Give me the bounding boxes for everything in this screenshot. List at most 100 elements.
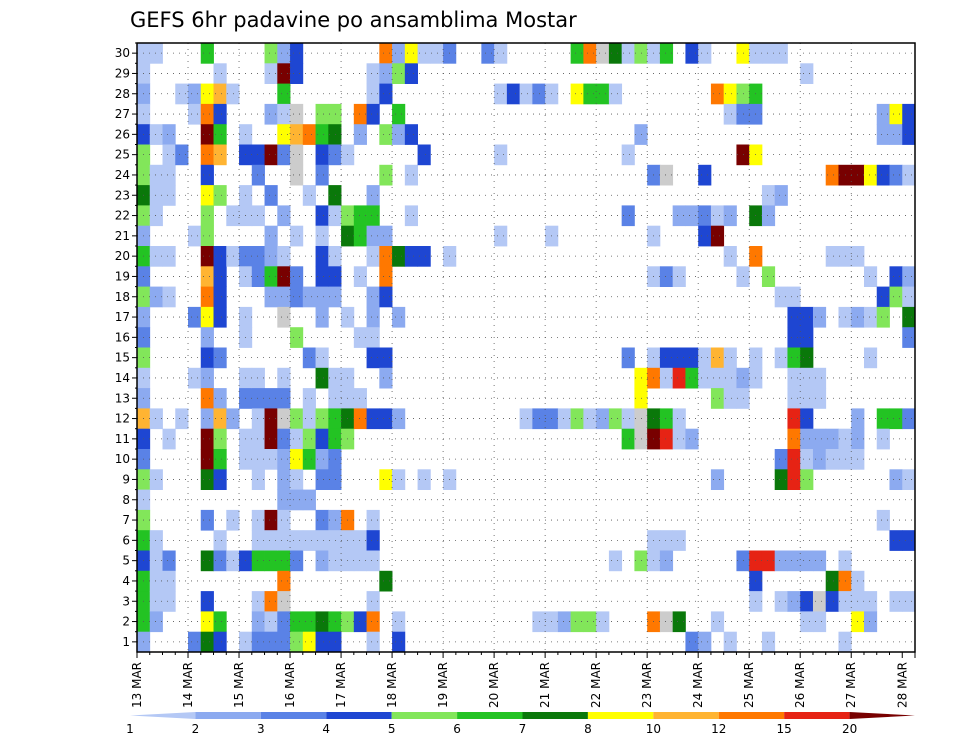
heatmap-cell	[417, 246, 431, 267]
heatmap-cell	[264, 266, 278, 287]
heatmap-cell	[659, 266, 674, 287]
heatmap-cell	[200, 225, 214, 247]
heatmap-cell	[876, 124, 890, 145]
heatmap-cell	[698, 164, 712, 186]
y-tick-label: 20	[115, 249, 130, 263]
heatmap-cell	[404, 205, 418, 227]
colorbar-swatch	[587, 712, 654, 719]
heatmap-cell	[392, 306, 406, 328]
heatmap-cell	[264, 144, 278, 166]
heatmap-cell	[366, 509, 380, 531]
heatmap-cell	[290, 63, 304, 84]
heatmap-cell	[328, 124, 342, 145]
y-tick-label: 26	[115, 127, 130, 141]
heatmap-cell	[251, 408, 265, 430]
colorbar-label: 6	[453, 722, 461, 736]
heatmap-cell	[277, 388, 291, 409]
heatmap-cell	[200, 449, 214, 470]
heatmap-cell	[290, 469, 304, 490]
heatmap-cell	[761, 205, 776, 227]
heatmap-cell	[264, 63, 278, 84]
heatmap-cell	[787, 449, 801, 470]
heatmap-cell	[328, 631, 342, 653]
heatmap-cell	[723, 205, 737, 227]
heatmap-cell	[902, 530, 916, 551]
heatmap-cell	[328, 509, 342, 531]
heatmap-cell	[863, 306, 878, 328]
heatmap-cell	[659, 347, 674, 369]
x-tick-label: 26 MAR	[793, 662, 807, 708]
heatmap-cell	[392, 246, 406, 267]
heatmap-cell	[634, 428, 648, 450]
heatmap-cell	[698, 631, 712, 653]
colorbar-label: 3	[257, 722, 265, 736]
heatmap-cell	[315, 428, 329, 450]
heatmap-cell	[251, 530, 265, 551]
heatmap-cell	[583, 611, 597, 633]
y-tick-label: 1	[122, 635, 130, 649]
heatmap-cell	[226, 509, 240, 531]
heatmap-cell	[659, 428, 674, 450]
colorbar-label: 10	[646, 722, 661, 736]
heatmap-cell	[200, 408, 214, 430]
heatmap-cell	[825, 449, 839, 470]
heatmap-cell	[672, 347, 686, 369]
heatmap-cell	[149, 611, 163, 633]
heatmap-cell	[175, 144, 189, 166]
heatmap-cell	[672, 428, 686, 450]
heatmap-cell	[596, 43, 610, 64]
heatmap-cell	[200, 246, 214, 267]
y-tick-label: 25	[115, 148, 130, 162]
heatmap-cell	[149, 185, 163, 206]
heatmap-cell	[634, 43, 648, 64]
heatmap-cell	[710, 367, 725, 389]
heatmap-cell	[213, 266, 227, 287]
heatmap-cell	[315, 449, 329, 470]
heatmap-cell	[366, 306, 380, 328]
heatmap-cell	[889, 124, 903, 145]
heatmap-cell	[302, 185, 316, 206]
y-tick-label: 15	[115, 351, 130, 365]
heatmap-cell	[404, 43, 418, 64]
heatmap-cell	[379, 347, 393, 369]
heatmap-cell	[787, 550, 801, 572]
heatmap-cell	[315, 611, 329, 633]
heatmap-cell	[800, 449, 814, 470]
heatmap-cell	[621, 408, 635, 430]
heatmap-cell	[366, 530, 380, 551]
heatmap-cell	[761, 43, 776, 64]
heatmap-cell	[379, 83, 393, 105]
heatmap-cell	[723, 246, 737, 267]
heatmap-cell	[379, 124, 393, 145]
heatmap-cell	[315, 246, 329, 267]
heatmap-cell	[392, 631, 406, 653]
heatmap-cell	[213, 185, 227, 206]
y-tick-label: 24	[115, 168, 130, 182]
y-tick-label: 30	[115, 46, 130, 60]
heatmap-cell	[761, 266, 776, 287]
heatmap-cell	[889, 286, 903, 308]
heatmap-cell	[379, 469, 393, 490]
heatmap-cell	[366, 286, 380, 308]
colorbar: 1 2 3 4 5 6 7 8 10 12 15 20	[126, 712, 915, 736]
heatmap-cell	[800, 408, 814, 430]
heatmap-cell	[379, 570, 393, 592]
y-tick-label: 16	[115, 330, 130, 344]
heatmap-cell	[353, 388, 367, 409]
heatmap-cell	[583, 408, 597, 430]
heatmap-cell	[774, 43, 788, 64]
heatmap-cell	[366, 225, 380, 247]
heatmap-cell	[800, 550, 814, 572]
colorbar-swatch	[653, 712, 719, 719]
heatmap-cell	[366, 347, 380, 369]
heatmap-cell	[634, 408, 648, 430]
heatmap-cell	[698, 225, 712, 247]
heatmap-cell	[149, 469, 163, 490]
heatmap-cell	[162, 550, 176, 572]
heatmap-cell	[328, 266, 342, 287]
heatmap-cell	[251, 449, 265, 470]
heatmap-cell	[366, 83, 380, 105]
heatmap-cell	[659, 164, 674, 186]
heatmap-cell	[315, 631, 329, 653]
heatmap-cell	[290, 124, 304, 145]
